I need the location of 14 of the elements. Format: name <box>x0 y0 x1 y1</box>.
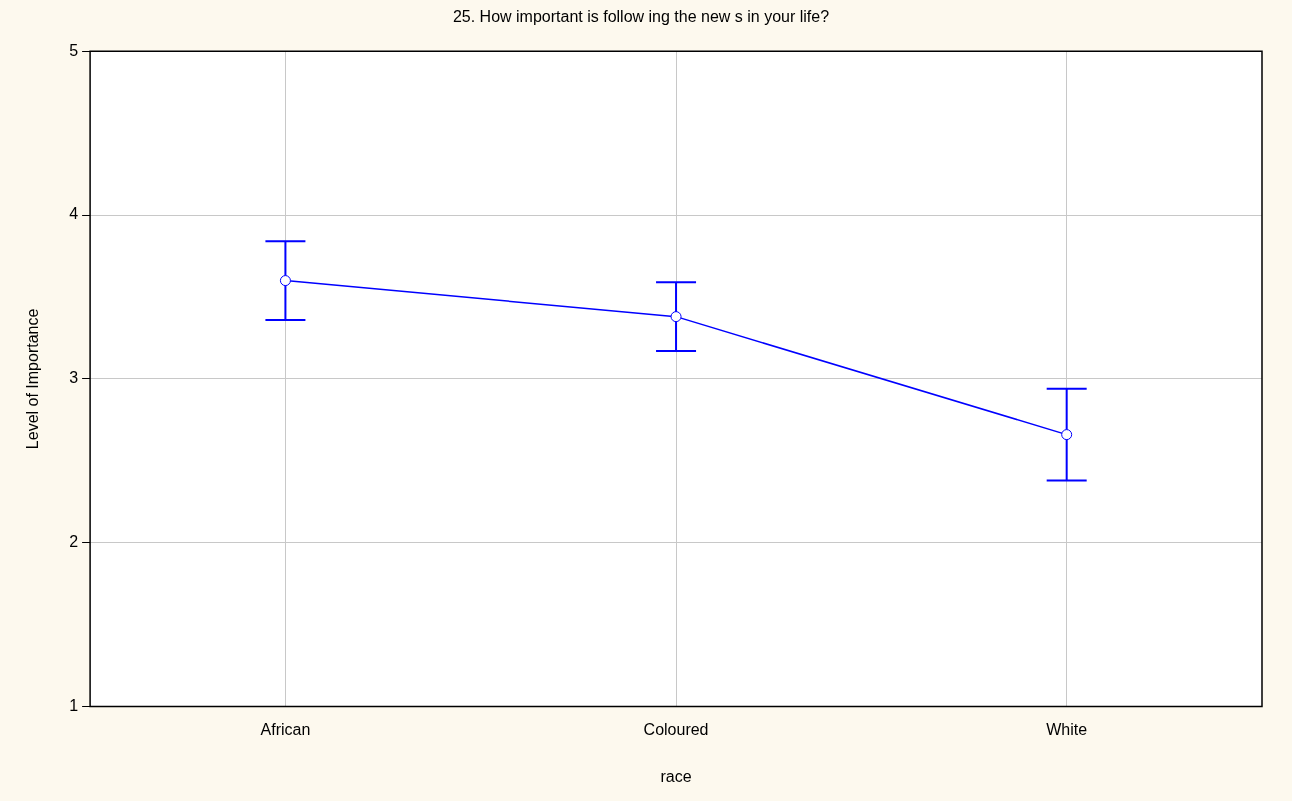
x-tick-label: Coloured <box>643 720 709 738</box>
y-tick-label: 2 <box>69 533 79 551</box>
point <box>1061 429 1073 441</box>
x-tick-label: White <box>1046 720 1088 738</box>
y-tick-label: 5 <box>69 41 79 59</box>
x-tick-label: African <box>260 720 311 738</box>
y-axis-title: Level of Importance <box>24 308 42 450</box>
point <box>279 275 291 287</box>
y-tick-label: 4 <box>69 205 79 223</box>
y-tick-label: 3 <box>69 369 79 387</box>
chart-title: 25. How important is follow ing the new s in your life? <box>452 8 830 26</box>
point <box>670 311 682 323</box>
x-axis-title: race <box>660 767 692 785</box>
y-tick-label: 1 <box>69 697 79 715</box>
